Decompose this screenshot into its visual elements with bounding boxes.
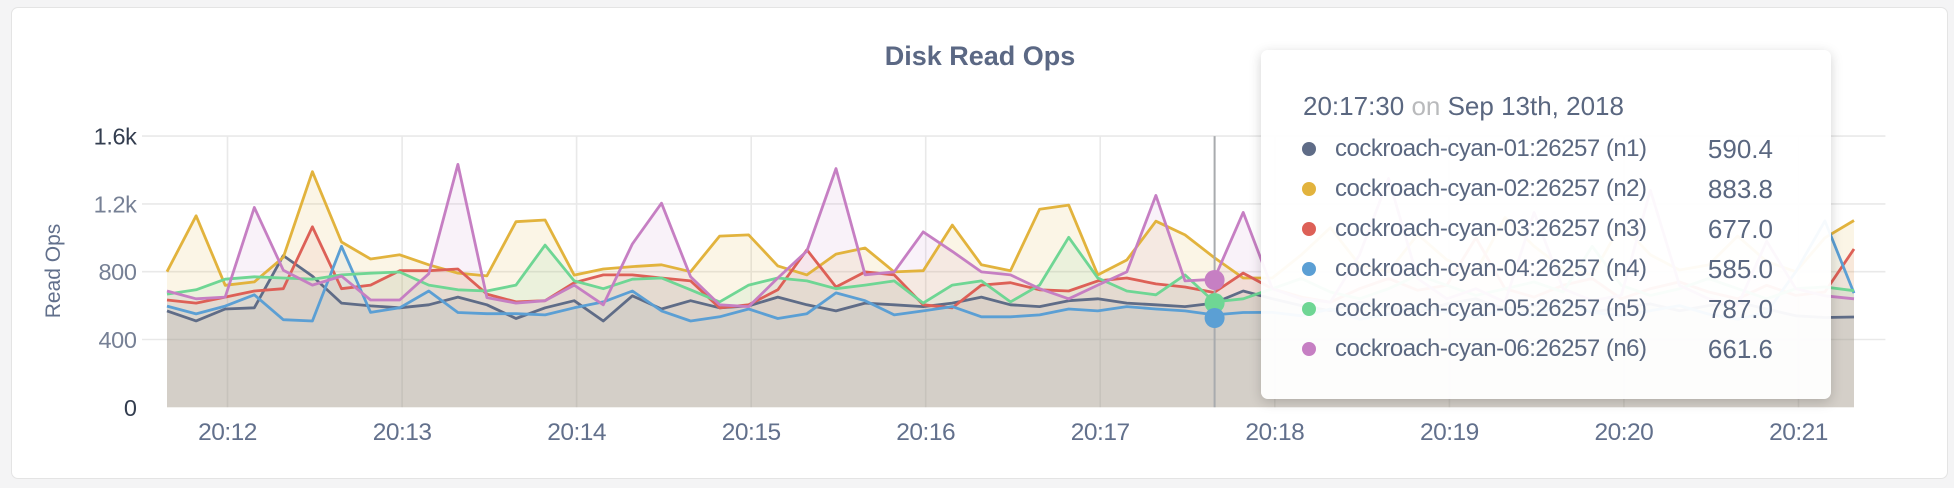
svg-text:Disk Read Ops: Disk Read Ops: [885, 41, 1076, 71]
svg-text:20:12: 20:12: [198, 419, 257, 446]
svg-text:1.6k: 1.6k: [94, 124, 137, 150]
svg-text:20:21: 20:21: [1769, 419, 1828, 446]
svg-text:400: 400: [98, 327, 136, 353]
svg-text:20:15: 20:15: [722, 419, 781, 446]
svg-text:20:19: 20:19: [1420, 419, 1479, 446]
svg-text:800: 800: [98, 259, 136, 285]
svg-text:20:20: 20:20: [1594, 419, 1653, 446]
svg-text:Read Ops: Read Ops: [42, 224, 65, 319]
svg-text:1.2k: 1.2k: [94, 192, 137, 218]
svg-text:20:17: 20:17: [1071, 419, 1130, 446]
svg-text:20:13: 20:13: [373, 419, 432, 446]
svg-text:20:18: 20:18: [1245, 419, 1304, 446]
svg-text:20:16: 20:16: [896, 419, 955, 446]
svg-text:0: 0: [124, 395, 137, 421]
svg-text:20:14: 20:14: [547, 419, 606, 446]
